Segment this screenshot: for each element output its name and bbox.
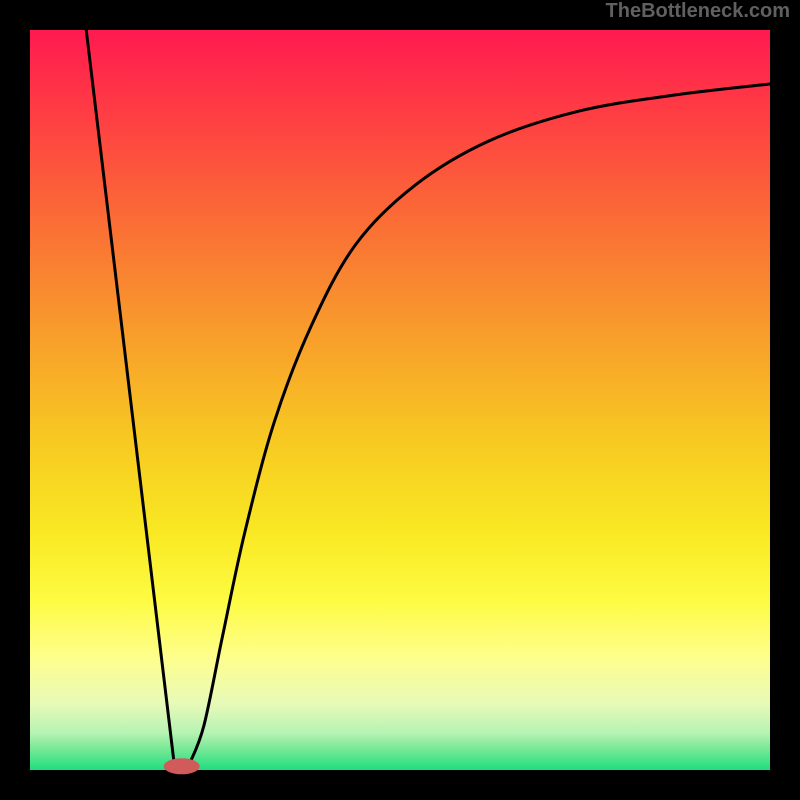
optimal-marker bbox=[164, 758, 200, 774]
chart-svg bbox=[0, 0, 800, 800]
plot-background-gradient bbox=[30, 30, 770, 770]
bottleneck-chart: TheBottleneck.com bbox=[0, 0, 800, 800]
watermark-text: TheBottleneck.com bbox=[606, 0, 790, 23]
